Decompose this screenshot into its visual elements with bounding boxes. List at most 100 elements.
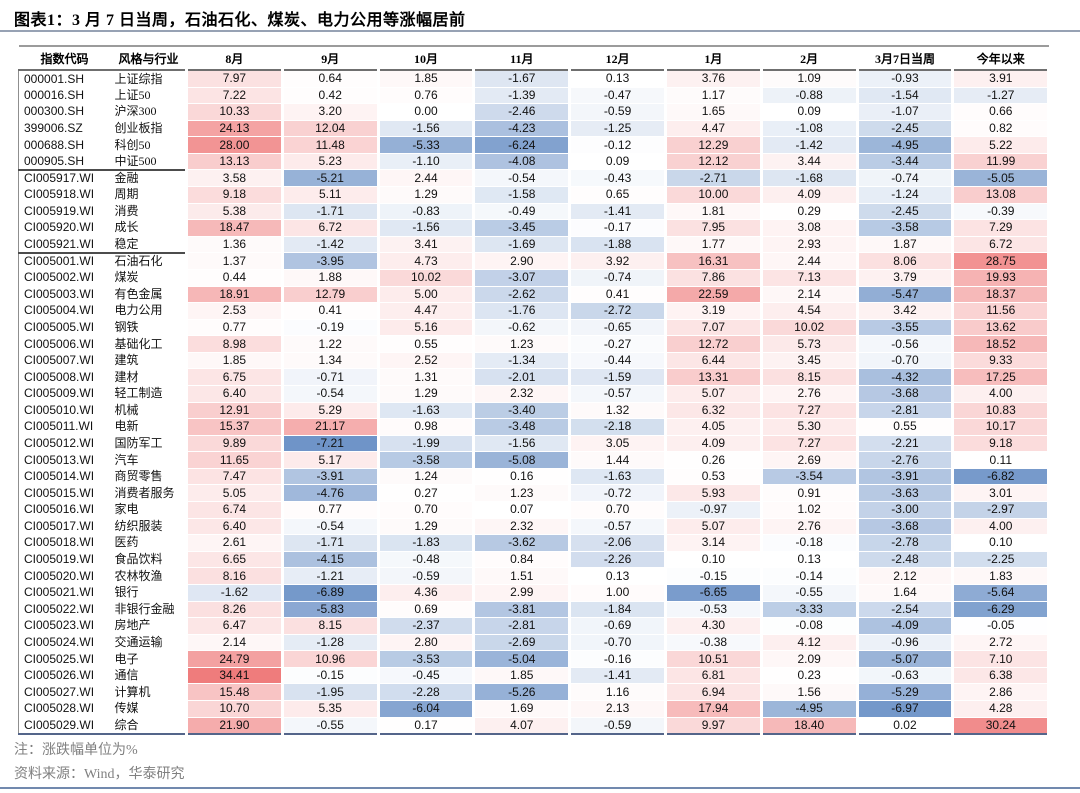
sector-name-cell: 稳定 (110, 236, 187, 254)
return-value-cell: 6.38 (951, 667, 1051, 685)
column-header: 今年以来 (952, 45, 1049, 71)
return-value-cell: 0.13 (759, 551, 858, 569)
return-value-cell: 8.06 (855, 252, 953, 270)
return-value-cell: 2.99 (472, 584, 570, 602)
return-value-cell: 1.85 (185, 352, 283, 370)
return-value-cell: 4.54 (759, 302, 858, 320)
return-value-cell: 3.41 (376, 236, 474, 254)
return-value-cell: 21.17 (280, 418, 379, 436)
return-value-cell: -2.46 (472, 103, 570, 121)
return-value-cell: -4.08 (472, 153, 570, 171)
return-value-cell: -1.27 (951, 87, 1051, 105)
return-value-cell: 7.13 (759, 269, 858, 287)
return-value-cell: 1.51 (472, 567, 570, 585)
return-value-cell: 0.84 (472, 551, 570, 569)
column-header: 风格与行业 (110, 45, 187, 71)
index-code-cell: CI005022.WI (18, 601, 111, 618)
return-value-cell: -1.95 (280, 683, 379, 701)
return-value-cell: 10.33 (185, 103, 283, 121)
return-value-cell: -5.26 (472, 683, 570, 701)
return-value-cell: 0.26 (663, 451, 762, 469)
return-value-cell: 6.44 (663, 352, 762, 370)
return-value-cell: -0.59 (376, 567, 474, 585)
return-value-cell: -3.48 (472, 418, 570, 436)
return-value-cell: 8.26 (185, 601, 283, 619)
return-value-cell: -0.59 (568, 103, 666, 121)
return-value-cell: 7.22 (185, 87, 283, 105)
return-value-cell: 0.77 (280, 501, 379, 519)
return-value-cell: -3.58 (376, 451, 474, 469)
sector-name-cell: 银行 (114, 585, 139, 600)
table-row: CI005012.WI 国防军工 9.89 -7.21 -1.99 -1.56 3.05 4.… (18, 435, 1051, 453)
return-value-cell: 12.12 (663, 153, 762, 171)
return-value-cell: 0.13 (568, 567, 666, 585)
return-value-cell: -0.08 (759, 617, 858, 635)
return-value-cell: -0.69 (568, 617, 666, 635)
sector-name-cell: 国防军工 (114, 436, 163, 450)
return-value-cell: -1.56 (376, 120, 474, 138)
table-row: CI005918.WI 周期 9.18 5.11 1.29 -1.58 0.65 10.00 4… (18, 186, 1051, 204)
return-value-cell: -2.28 (376, 683, 474, 701)
return-value-cell: -0.18 (759, 534, 858, 552)
return-value-cell: 7.47 (185, 468, 283, 486)
return-value-cell: 1.85 (376, 70, 474, 88)
return-value-cell: 1.34 (280, 352, 379, 370)
table-row: CI005021.WI 银行 -1.62 -6.89 4.36 2.99 1.00 -6.65… (18, 584, 1051, 602)
return-value-cell: -5.47 (855, 286, 953, 304)
return-value-cell: -5.33 (376, 136, 474, 154)
index-code-cell: 000001.SH (18, 70, 111, 88)
return-value-cell: 7.27 (759, 435, 858, 453)
return-value-cell: -1.84 (568, 601, 666, 619)
return-value-cell: 0.98 (376, 418, 474, 436)
table-row: 399006.SZ 创业板指 24.13 12.04 -1.56 -4.23 -1.25 4.… (18, 120, 1051, 138)
return-value-cell: 12.29 (663, 136, 762, 154)
return-value-cell: 7.29 (951, 219, 1051, 237)
column-header: 12月 (569, 45, 666, 71)
table-row: CI005024.WI 交通运输 2.14 -1.28 2.80 -2.69 -0.70 -0… (18, 634, 1051, 652)
return-value-cell: 0.09 (759, 103, 858, 121)
index-code-cell: CI005028.WI (18, 700, 111, 718)
return-value-cell: 1.02 (759, 501, 858, 519)
return-value-cell: -0.74 (568, 269, 666, 287)
return-value-cell: 18.40 (759, 717, 858, 736)
return-value-cell: -3.33 (759, 601, 858, 619)
return-value-cell: 0.09 (568, 153, 666, 171)
return-value-cell: -0.49 (472, 203, 570, 221)
sector-name-cell: 消费 (114, 203, 139, 218)
return-value-cell: -1.21 (280, 567, 379, 585)
return-value-cell: 13.08 (951, 186, 1051, 204)
return-value-cell: -3.68 (855, 518, 953, 536)
return-value-cell: 1.65 (663, 103, 762, 121)
page-bottom-divider (0, 787, 1080, 789)
return-value-cell: 11.56 (951, 302, 1051, 320)
return-value-cell: 5.30 (759, 418, 858, 436)
return-value-cell: 3.20 (280, 103, 379, 121)
return-value-cell: -0.14 (759, 567, 858, 585)
return-value-cell: 3.44 (759, 153, 858, 171)
table-row: CI005020.WI 农林牧渔 8.16 -1.21 -0.59 1.51 0.13 -0.… (18, 567, 1051, 585)
return-value-cell: -3.54 (759, 468, 858, 486)
sector-name-cell: 科创50 (114, 137, 151, 152)
return-value-cell: 0.53 (663, 468, 762, 486)
index-code-cell: CI005027.WI (18, 683, 111, 701)
return-value-cell: 5.22 (951, 136, 1051, 154)
return-value-cell: 0.76 (376, 87, 474, 105)
return-value-cell: -0.70 (568, 634, 666, 652)
return-value-cell: 2.14 (185, 634, 283, 652)
return-value-cell: 0.70 (568, 501, 666, 519)
return-value-cell: 6.94 (663, 683, 762, 701)
sector-name-cell: 建材 (114, 369, 139, 384)
return-value-cell: 7.10 (951, 650, 1051, 668)
return-value-cell: 2.80 (376, 634, 474, 652)
index-code-cell: CI005020.WI (18, 567, 111, 585)
return-value-cell: -1.58 (472, 186, 570, 204)
return-value-cell: 4.07 (472, 717, 570, 736)
return-value-cell: 4.00 (951, 385, 1051, 403)
return-value-cell: -4.95 (855, 136, 953, 154)
table-row: 000688.SH 科创50 28.00 11.48 -5.33 -6.24 -0.12 12… (18, 136, 1051, 154)
sector-name-cell: 钢铁 (114, 319, 139, 334)
return-value-cell: -6.82 (951, 468, 1051, 486)
index-code-cell: CI005010.WI (18, 402, 111, 419)
return-value-cell: 1.00 (568, 584, 666, 602)
return-value-cell: -2.81 (855, 402, 953, 420)
